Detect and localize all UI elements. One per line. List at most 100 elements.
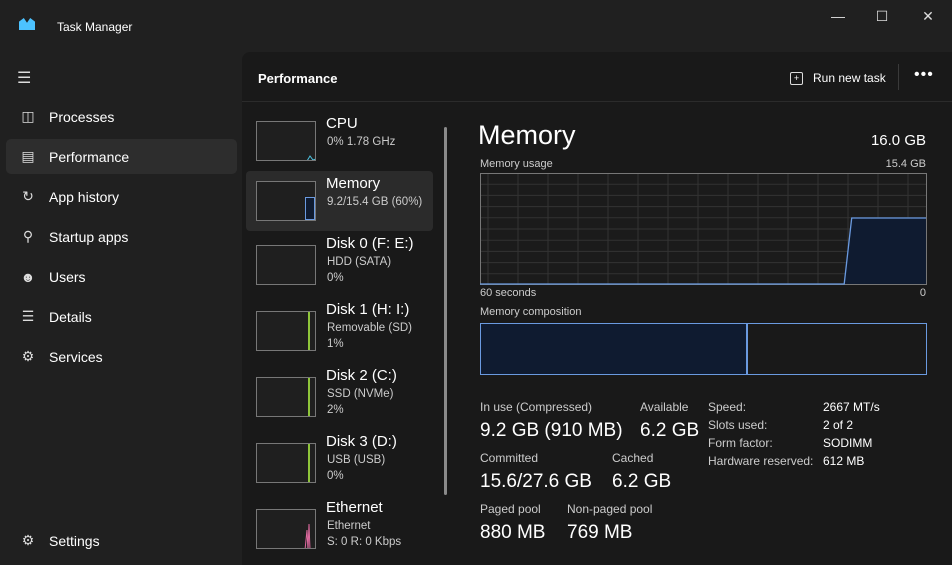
- more-options-button[interactable]: •••: [914, 66, 934, 83]
- device-stat: S: 0 R: 0 Kbps: [327, 536, 402, 548]
- page-title: Performance: [258, 71, 338, 86]
- nonpaged-pool-value: 769 MB: [567, 522, 633, 543]
- device-stat: 1%: [327, 338, 344, 350]
- total-memory: 16.0 GB: [870, 132, 926, 149]
- device-stat: 2%: [327, 404, 344, 416]
- device-name: Disk 3 (D:): [326, 433, 397, 450]
- spec-value: 2667 MT/s: [823, 400, 880, 414]
- sidebar-item-startup-apps[interactable]: ⚲ Startup apps: [6, 219, 237, 254]
- run-new-task-button[interactable]: + Run new task: [790, 66, 886, 90]
- usage-line: [480, 217, 926, 285]
- spec-label: Speed:: [708, 400, 747, 414]
- device-stat: 0%: [327, 272, 344, 284]
- in-use-value: 9.2 GB (910 MB): [480, 420, 623, 441]
- composition-label: Memory composition: [480, 306, 582, 318]
- spec-value: 612 MB: [823, 454, 865, 468]
- nonpaged-pool-label: Non-paged pool: [567, 502, 653, 516]
- sidebar-item-label: App history: [49, 188, 120, 205]
- device-name: Memory: [326, 175, 381, 192]
- paged-pool-value: 880 MB: [480, 522, 546, 543]
- cached-label: Cached: [612, 451, 654, 465]
- spec-label: Slots used:: [708, 418, 768, 432]
- gear-icon: ⚙: [21, 532, 35, 548]
- device-name: CPU: [326, 115, 358, 132]
- in-use-label: In use (Compressed): [480, 400, 593, 414]
- minimize-button[interactable]: —: [831, 8, 845, 24]
- time-right-label: 0: [919, 287, 926, 299]
- details-icon: ☰: [21, 308, 35, 324]
- sidebar-item-label: Startup apps: [49, 228, 129, 245]
- device-item[interactable]: Disk 2 (C:) SSD (NVMe) 2%: [246, 363, 433, 429]
- device-thumbnail-graph: [256, 443, 316, 483]
- header: Performance + Run new task •••: [242, 52, 952, 102]
- device-thumbnail-graph: [256, 245, 316, 285]
- startup-icon: ⚲: [22, 228, 34, 244]
- device-name: Ethernet: [326, 499, 383, 516]
- device-item[interactable]: Disk 3 (D:) USB (USB) 0%: [246, 429, 433, 495]
- time-left-label: 60 seconds: [480, 287, 537, 299]
- device-subtitle: Removable (SD): [327, 322, 412, 334]
- sidebar-item-processes[interactable]: ◫ Processes: [6, 99, 237, 134]
- sidebar-item-performance[interactable]: ▤ Performance: [6, 139, 237, 174]
- sidebar-item-label: Processes: [49, 108, 115, 125]
- sidebar-item-label: Services: [49, 348, 103, 365]
- device-name: Disk 1 (H: I:): [326, 301, 410, 318]
- usage-max: 15.4 GB: [885, 158, 926, 170]
- performance-icon: ▤: [21, 148, 35, 164]
- sidebar-item-label: Details: [49, 308, 92, 325]
- close-button[interactable]: ✕: [922, 8, 934, 24]
- device-thumbnail-graph: [256, 181, 316, 221]
- device-subtitle: 0% 1.78 GHz: [327, 136, 396, 148]
- sidebar-item-label: Performance: [49, 148, 130, 165]
- usage-label: Memory usage: [480, 158, 553, 170]
- sidebar-item-settings[interactable]: ⚙ Settings: [6, 523, 237, 558]
- device-subtitle: USB (USB): [327, 454, 386, 466]
- device-name: Disk 2 (C:): [326, 367, 397, 384]
- paged-pool-label: Paged pool: [480, 502, 541, 516]
- device-subtitle: SSD (NVMe): [327, 388, 394, 400]
- history-icon: ↻: [22, 188, 34, 204]
- memory-composition-bar: [480, 323, 927, 375]
- device-item[interactable]: Ethernet Ethernet S: 0 R: 0 Kbps: [246, 495, 433, 561]
- services-icon: ⚙: [21, 348, 35, 364]
- sidebar-item-services[interactable]: ⚙ Services: [6, 339, 237, 374]
- users-icon: ☻: [20, 268, 36, 285]
- detail-title: Memory: [478, 120, 576, 150]
- device-item[interactable]: Disk 0 (F: E:) HDD (SATA) 0%: [246, 231, 433, 297]
- device-name: Disk 0 (F: E:): [326, 235, 414, 252]
- spec-value: SODIMM: [823, 436, 873, 450]
- cached-value: 6.2 GB: [612, 471, 672, 492]
- available-value: 6.2 GB: [640, 420, 700, 441]
- in-use-segment: [481, 324, 748, 374]
- device-thumbnail-graph: [256, 509, 316, 549]
- device-item[interactable]: Disk 1 (H: I:) Removable (SD) 1%: [246, 297, 433, 363]
- device-thumbnail-graph: [256, 121, 316, 161]
- device-thumbnail-graph: [256, 311, 316, 351]
- sidebar-item-details[interactable]: ☰ Details: [6, 299, 237, 334]
- run-task-icon: +: [790, 71, 803, 85]
- committed-value: 15.6/27.6 GB: [480, 471, 592, 492]
- hamburger-menu-button[interactable]: ☰: [17, 70, 32, 87]
- available-label: Available: [640, 400, 689, 414]
- window-title: Task Manager: [57, 20, 133, 34]
- sidebar-item-app-history[interactable]: ↻ App history: [6, 179, 237, 214]
- device-item[interactable]: CPU 0% 1.78 GHz: [246, 111, 433, 171]
- memory-usage-graph: [480, 173, 927, 285]
- divider: [898, 64, 899, 90]
- device-subtitle: HDD (SATA): [327, 256, 392, 268]
- maximize-button[interactable]: ☐: [875, 8, 889, 24]
- scrollbar[interactable]: [444, 127, 447, 495]
- device-stat: 0%: [327, 470, 344, 482]
- committed-label: Committed: [480, 451, 539, 465]
- sidebar-item-label: Users: [49, 268, 86, 285]
- device-thumbnail-graph: [256, 377, 316, 417]
- usage-area: [480, 218, 926, 284]
- sidebar-item-users[interactable]: ☻ Users: [6, 259, 237, 294]
- sidebar-item-label: Settings: [49, 532, 100, 549]
- processes-icon: ◫: [21, 108, 35, 124]
- device-item[interactable]: Memory 9.2/15.4 GB (60%): [246, 171, 433, 231]
- device-subtitle: Ethernet: [327, 520, 371, 532]
- spec-label: Hardware reserved:: [708, 454, 814, 468]
- spec-value: 2 of 2: [823, 418, 854, 432]
- app-logo: [19, 18, 35, 30]
